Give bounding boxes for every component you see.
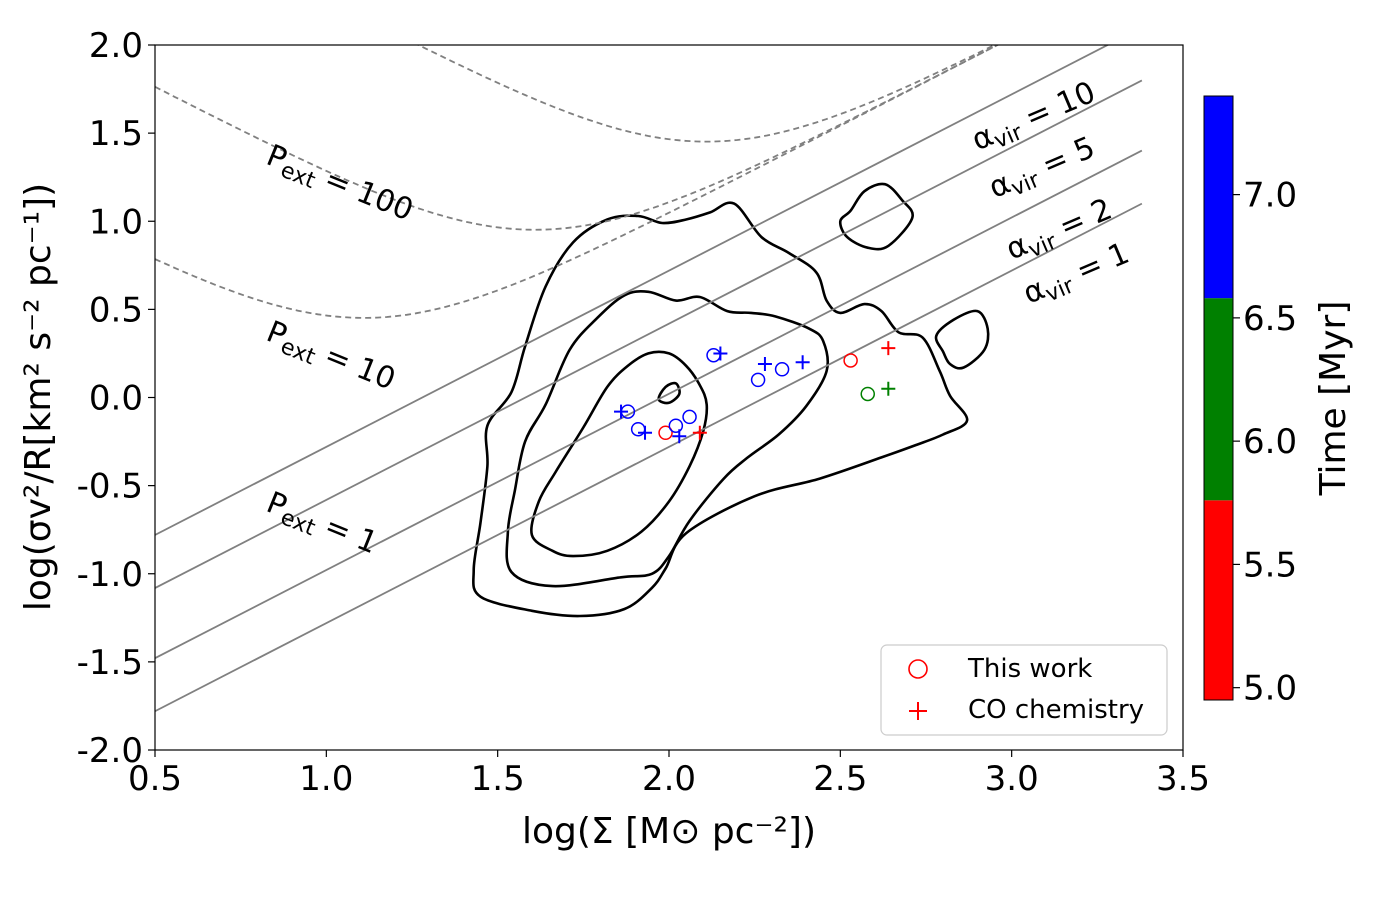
y-tick-label: -0.5 (77, 467, 143, 507)
pressure-curve-100 (416, 45, 997, 143)
y-tick-label: 1.5 (89, 114, 143, 154)
pressure-curves (155, 45, 1000, 319)
y-tick-label: -1.5 (77, 643, 143, 683)
colorbar-band (1204, 96, 1233, 299)
point-co-chemistry (692, 425, 707, 440)
colorbar-band (1204, 500, 1233, 700)
contour-island-upper (838, 182, 914, 251)
point-this-work (658, 425, 673, 440)
virial-lines (155, 45, 1143, 713)
x-tick-label: 0.5 (128, 759, 182, 799)
colorbar: 5.0 5.5 6.0 6.5 7.0 (1203, 95, 1297, 709)
colorbar-frame (1203, 95, 1234, 701)
x-tick-label: 2.0 (642, 759, 696, 799)
colorbar-label: Time [Myr] (1313, 301, 1354, 497)
point-co-chemistry (795, 355, 810, 370)
point-this-work (843, 353, 858, 368)
virial-line-alpha-10 (155, 45, 1110, 536)
y-tick-label: 1.0 (89, 202, 143, 242)
x-tick-label: 3.5 (1156, 759, 1210, 799)
legend-plus-marker (909, 702, 927, 720)
legend: This work CO chemistry (880, 644, 1168, 736)
point-this-work (860, 386, 875, 402)
y-tick-label: -1.0 (77, 555, 143, 595)
colorbar-tick-label: 7.0 (1243, 176, 1297, 216)
contour-island-lower (934, 309, 990, 370)
point-this-work (682, 409, 697, 425)
point-this-work (706, 347, 721, 363)
point-this-work (630, 421, 646, 437)
point-this-work (750, 372, 766, 388)
legend-circle-marker (908, 659, 928, 679)
annot-pext-10: Pext = 10 (260, 314, 400, 401)
point-this-work (668, 418, 684, 433)
point-this-work (774, 362, 790, 377)
colorbar-tick-label: 5.0 (1243, 669, 1297, 709)
legend-label-this-work: This work (967, 654, 1092, 684)
x-tick-label: 1.0 (299, 759, 353, 799)
x-tick-label: 2.5 (813, 759, 867, 799)
y-tick-label: -2.0 (77, 731, 143, 771)
point-co-chemistry (757, 357, 772, 372)
y-tick-label: 0.5 (89, 290, 143, 330)
contour-inner (530, 350, 709, 558)
point-co-chemistry (881, 341, 896, 356)
virial-line-alpha-2 (155, 149, 1143, 659)
axis-ticks: 0.5 1.0 1.5 2.0 2.5 3.0 3.5 -2.0 -1.5 -1.0 -0.5 0.0… (77, 26, 1210, 799)
point-co-chemistry (881, 381, 896, 396)
data-points (614, 341, 896, 444)
colorbar-tick-label: 5.5 (1243, 545, 1297, 585)
pressure-curve-10 (155, 45, 1000, 231)
colorbar-tick-label: 6.5 (1243, 299, 1297, 339)
y-tick-label: 0.0 (89, 379, 143, 419)
point-co-chemistry (638, 425, 653, 440)
pressure-curve-1 (155, 45, 1000, 319)
plot-frame (154, 44, 1184, 751)
colorbar-band (1204, 298, 1233, 501)
x-axis-label: log(Σ [M⊙ pc⁻²]) (522, 811, 816, 852)
contours (471, 182, 990, 618)
virial-line-alpha-5 (155, 79, 1143, 589)
point-co-chemistry (614, 404, 629, 419)
annot-pext-1: Pext = 1 (260, 485, 382, 565)
virial-line-alpha-1 (155, 202, 1143, 713)
annot-pext-100: Pext = 100 (260, 138, 418, 232)
x-tick-label: 1.5 (471, 759, 525, 799)
legend-box (880, 644, 1168, 736)
contour-outer (471, 201, 969, 618)
point-co-chemistry (672, 429, 687, 444)
y-axis-label: log(σv²/R[km² s⁻² pc⁻¹]) (18, 183, 59, 611)
point-co-chemistry (713, 346, 728, 361)
y-tick-label: 2.0 (89, 26, 143, 66)
contour-middle (505, 290, 829, 588)
x-tick-label: 3.0 (985, 759, 1039, 799)
colorbar-tick-label: 6.0 (1243, 422, 1297, 462)
legend-label-co-chemistry: CO chemistry (968, 695, 1144, 725)
